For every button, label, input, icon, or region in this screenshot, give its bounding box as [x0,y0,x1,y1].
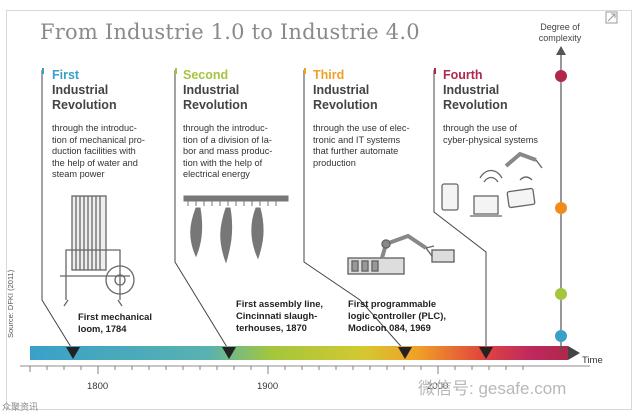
fourth-revolution-name-1: Industrial [443,83,500,97]
year-1900: 1900 [257,381,279,392]
complexity-arrow-icon [556,46,566,55]
milestone-assembly-line: First assembly line, Cincinnati slaugh- … [236,298,324,333]
degree-of-complexity-label: Degree of complexity [538,22,582,43]
watermark-site: 微信号: gesafe.com [418,379,567,398]
timeline-arrow-icon [568,346,580,360]
complexity-dot-3 [555,202,567,214]
second-revolution: Second Industrial Revolution through the… [183,68,303,181]
complexity-dot-4 [555,70,567,82]
fourth-revolution-ordinal: Fourth [443,68,483,82]
first-revolution-description: through the introduc- tion of mechanical… [52,123,145,179]
year-2000: 2000 [427,381,449,392]
second-revolution-description: through the introduc- tion of a division… [183,123,273,179]
second-revolution-ordinal: Second [183,68,229,82]
fourth-revolution-name-2: Revolution [443,98,508,112]
first-revolution-ordinal: First [52,68,80,82]
source-label: Source: DFKI (2011) [6,269,15,338]
timeline-ticks [29,366,524,374]
third-revolution-line [303,70,407,353]
third-revolution-description: through the use of elec- tronic and IT s… [313,123,410,168]
robot-arm-icon [347,233,455,275]
year-1800: 1800 [87,381,109,392]
second-revolution-name-2: Revolution [183,98,248,112]
second-revolution-name-1: Industrial [183,83,240,97]
first-revolution-name-2: Revolution [52,98,117,112]
milestone-marker-1870 [222,347,236,359]
first-revolution: First Industrial Revolution through the … [52,68,170,181]
fourth-revolution-line [433,70,487,352]
first-revolution-line [41,70,75,353]
complexity-dot-2 [555,288,567,300]
watermark-bottom: 众聚资讯 [2,402,39,412]
page-title: From Industrie 1.0 to Industrie 4.0 [40,20,420,44]
third-revolution-name-2: Revolution [313,98,378,112]
expand-icon [605,11,618,24]
second-revolution-line [174,70,231,353]
third-revolution-name-1: Industrial [313,83,370,97]
complexity-dot-1 [555,330,567,342]
milestone-first-loom: First mechanical loom, 1784 [78,311,152,334]
milestone-marker-today [479,347,493,359]
milestone-marker-1784 [66,347,80,359]
third-revolution: Third Industrial Revolution through the … [313,68,433,169]
assembly-line-icon [183,195,289,264]
mechanical-loom-icon [60,195,135,307]
timeline-bar [30,346,568,360]
milestone-plc: First programmable logic controller (PLC… [348,298,446,333]
third-revolution-ordinal: Third [313,68,345,82]
fourth-revolution-description: through the use of cyber-physical system… [443,123,538,145]
infographic-frame [6,10,632,410]
time-axis-label: Time [582,355,603,366]
first-revolution-name-1: Industrial [52,83,109,97]
fourth-revolution: Fourth Industrial Revolution through the… [443,68,555,146]
cyber-physical-devices-icon [441,151,543,217]
milestone-marker-1969 [398,347,412,359]
